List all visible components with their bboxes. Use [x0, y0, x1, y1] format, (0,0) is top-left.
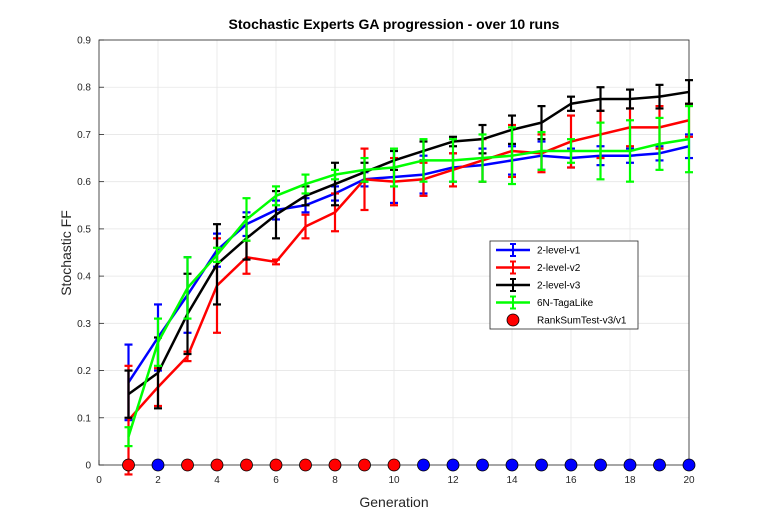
- rank-sum-marker: [594, 458, 607, 472]
- x-axis-label: Generation: [359, 494, 428, 510]
- y-tick-label: 0.3: [77, 319, 91, 330]
- rank-sum-marker: [505, 458, 519, 472]
- y-tick-label: 0: [85, 461, 91, 472]
- axis-ticks: 0 2 4 6 8 10 12 14 16 18 20 0 0.1 0.2 0.3 0.4 0.5 0.6 0.7 0…: [77, 36, 695, 487]
- legend-entry-2-level-v3: 2-level-v3: [496, 278, 581, 292]
- x-tick-label: 16: [565, 475, 577, 486]
- y-tick-label: 0.5: [77, 224, 91, 235]
- rank-sum-marker: [151, 458, 165, 472]
- rank-sum-marker: [446, 458, 460, 472]
- y-tick-label: 0.2: [77, 366, 91, 377]
- rank-sum-marker: [564, 458, 578, 472]
- legend-label: 2-level-v2: [537, 263, 581, 274]
- series-line: [127, 145, 690, 384]
- rank-sum-marker: [122, 458, 135, 472]
- x-tick-label: 20: [683, 475, 695, 486]
- chart-title: Stochastic Experts GA progression - over…: [229, 16, 560, 32]
- y-tick-label: 0.7: [77, 130, 91, 141]
- y-tick-label: 0.1: [77, 413, 91, 424]
- rank-sum-marker: [653, 458, 666, 472]
- rank-sum-marker: [269, 458, 283, 472]
- series-2-level-v3: [124, 79, 693, 419]
- rank-sum-marker: [535, 458, 548, 472]
- legend-entry-6N-TagaLike: 6N-TagaLike: [496, 295, 594, 310]
- x-tick-label: 10: [388, 475, 400, 486]
- rank-sum-marker: [181, 458, 194, 472]
- series-line: [127, 137, 690, 438]
- rank-sum-marker: [387, 458, 401, 472]
- x-tick-label: 8: [332, 475, 338, 486]
- legend-label: 2-level-v3: [537, 281, 581, 292]
- rank-sum-marker: [623, 458, 637, 472]
- y-tick-label: 0.8: [77, 83, 91, 94]
- y-axis-label: Stochastic FF: [58, 210, 74, 296]
- rank-sum-marker: [240, 458, 253, 472]
- legend: 2-level-v1 2-level-v2 2-level-v3 6N-TagaLik…: [489, 240, 639, 330]
- x-tick-label: 18: [624, 475, 636, 486]
- rank-sum-markers: [122, 458, 696, 472]
- legend-entry-rank-sum: RankSumTest-v3/v1: [506, 313, 627, 327]
- series-layer: [124, 79, 693, 476]
- rank-sum-marker: [358, 458, 371, 472]
- y-tick-label: 0.9: [77, 36, 91, 47]
- y-tick-label: 0.4: [77, 272, 91, 283]
- x-tick-label: 6: [273, 475, 279, 486]
- x-tick-label: 12: [447, 475, 459, 486]
- x-tick-label: 2: [155, 475, 161, 486]
- rank-sum-marker: [476, 458, 489, 472]
- legend-label: 6N-TagaLike: [537, 298, 594, 309]
- rank-sum-marker: [210, 458, 224, 472]
- series-line: [127, 119, 690, 421]
- legend-entry-2-level-v2: 2-level-v2: [496, 260, 581, 275]
- legend-swatch-marker: [506, 313, 520, 327]
- rank-sum-marker: [682, 458, 696, 472]
- x-tick-label: 4: [214, 475, 220, 486]
- legend-entry-2-level-v1: 2-level-v1: [496, 243, 581, 257]
- series-line: [127, 90, 690, 396]
- series-6N-TagaLike: [124, 105, 693, 448]
- legend-entries: 2-level-v1 2-level-v2 2-level-v3 6N-TagaLik…: [496, 243, 627, 327]
- rank-sum-marker: [417, 458, 430, 472]
- rank-sum-marker: [328, 458, 342, 472]
- y-tick-label: 0.6: [77, 177, 91, 188]
- rank-sum-marker: [299, 458, 312, 472]
- x-tick-label: 14: [506, 475, 518, 486]
- legend-label: RankSumTest-v3/v1: [537, 316, 627, 327]
- legend-label: 2-level-v1: [537, 246, 581, 257]
- x-tick-label: 0: [96, 475, 102, 486]
